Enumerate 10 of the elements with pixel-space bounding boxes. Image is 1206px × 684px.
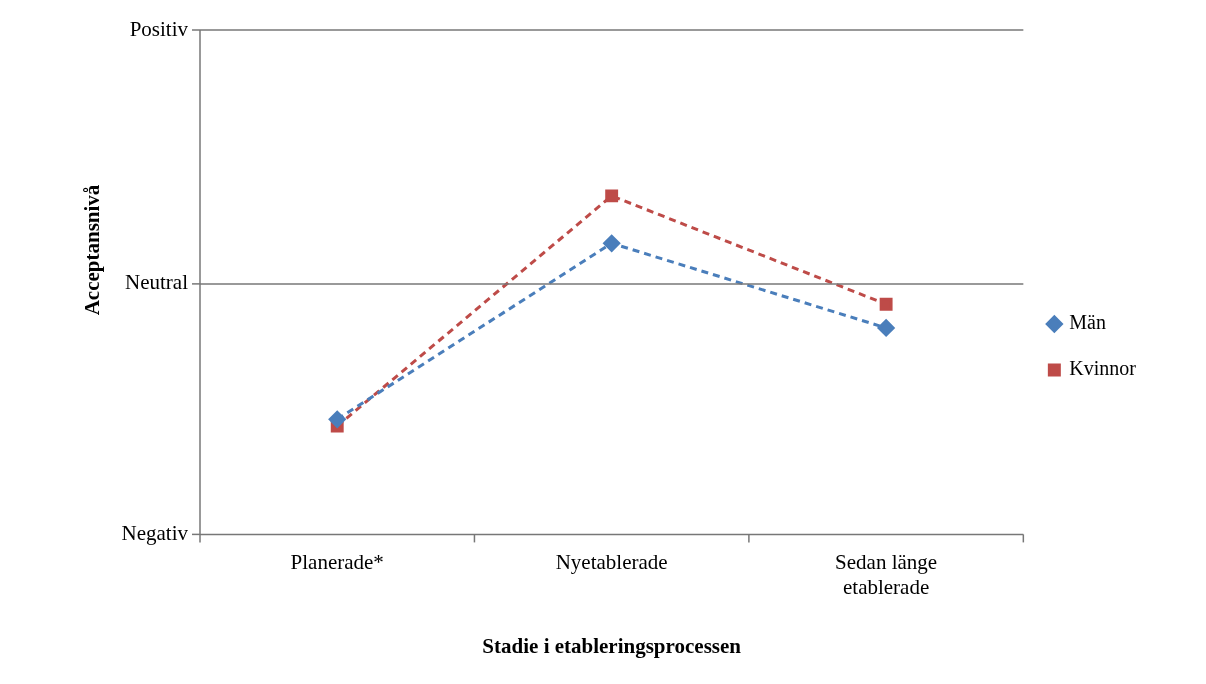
x-tick-label: Planerade*	[290, 549, 384, 574]
legend-label: Män	[1069, 311, 1107, 334]
x-tick-label: Nyetablerade	[555, 549, 668, 574]
legend-label: Kvinnor	[1069, 357, 1137, 380]
text: Negativ	[121, 520, 189, 545]
ref-line-label: Neutral	[125, 270, 189, 295]
y-axis-title: Acceptansnivå	[79, 184, 105, 316]
x-axis-title: Stadie i etableringsprocessen	[482, 633, 742, 658]
ref-line-label: Positiv	[129, 16, 189, 41]
x-tick-label: Sedan länge etablerade	[835, 549, 938, 599]
